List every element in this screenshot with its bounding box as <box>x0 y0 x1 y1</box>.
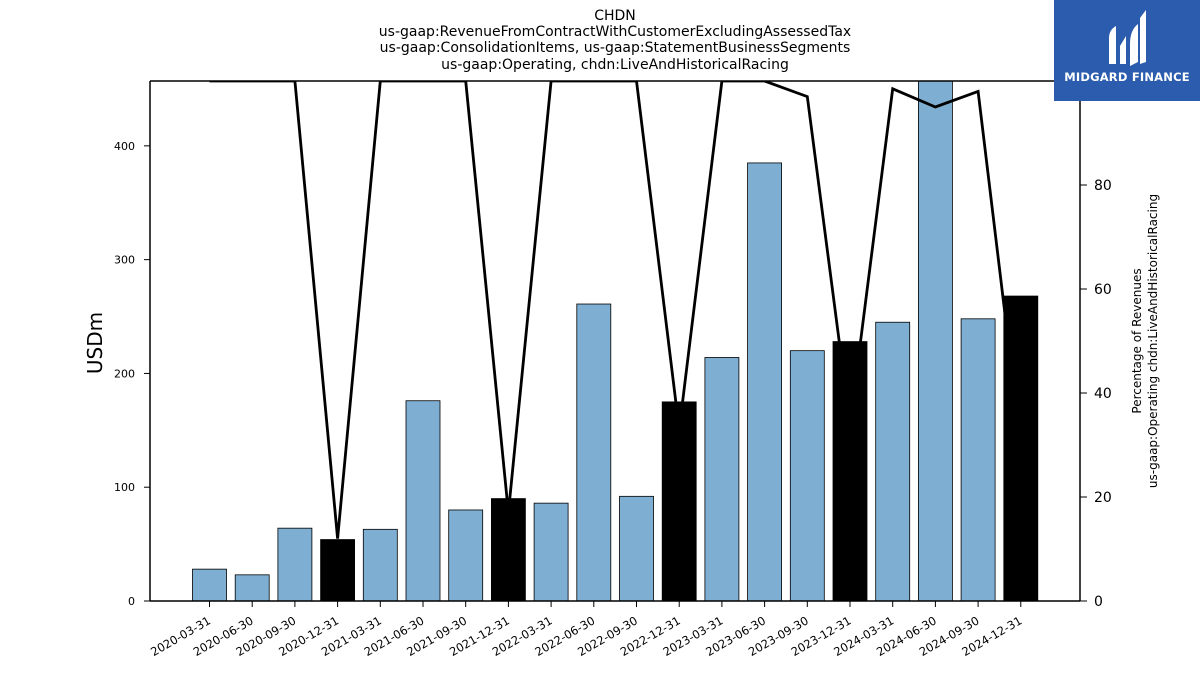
bar-2020-12-31 <box>320 539 356 601</box>
title-line-1: CHDN <box>594 8 636 24</box>
bar-2024-09-30 <box>960 318 996 601</box>
bar-2021-09-30 <box>448 509 484 601</box>
y-tick-label-100: 100 <box>114 481 135 494</box>
bar-2023-12-31 <box>832 341 868 601</box>
y-tick-label-200: 200 <box>114 367 135 380</box>
bar-2021-12-31 <box>490 498 526 601</box>
bar-2020-06-30 <box>234 574 270 601</box>
title-line-2: us-gaap:RevenueFromContractWithCustomerE… <box>378 24 852 40</box>
bar-2023-03-31 <box>704 357 740 601</box>
bar-2022-06-30 <box>576 303 612 601</box>
y2-tick-label-60: 60 <box>1094 282 1112 298</box>
y2-tick-label-0: 0 <box>1094 594 1103 610</box>
logo-mark-icon <box>1109 10 1146 66</box>
title-line-3: us-gaap:ConsolidationItems, us-gaap:Stat… <box>379 40 851 56</box>
bar-2023-09-30 <box>789 350 825 601</box>
bar-2021-03-31 <box>362 528 398 601</box>
y-tick-label-0: 0 <box>128 595 135 608</box>
bar-2021-06-30 <box>405 400 441 601</box>
y2-axis-label-line-2: us-gaap:Operating chdn:LiveAndHistorical… <box>1146 194 1160 488</box>
y2-tick-label-20: 20 <box>1094 490 1112 506</box>
percentage-line <box>209 81 1023 539</box>
y2-tick-label-80: 80 <box>1094 178 1112 194</box>
bar-2022-12-31 <box>661 401 697 601</box>
y2-axis-label-line-1: Percentage of Revenues <box>1130 268 1144 413</box>
bar-2022-03-31 <box>533 502 569 601</box>
midgard-finance-logo: MIDGARD FINANCE <box>1054 0 1200 101</box>
y-tick-label-400: 400 <box>114 140 135 153</box>
bar-2023-06-30 <box>747 162 782 601</box>
bar-2024-06-30 <box>918 81 953 601</box>
bar-2020-09-30 <box>277 527 313 601</box>
title-line-4: us-gaap:Operating, chdn:LiveAndHistorica… <box>441 57 789 73</box>
bar-2022-09-30 <box>619 495 654 601</box>
y-axis-label: USDm <box>83 312 107 374</box>
logo-text: MIDGARD FINANCE <box>1064 70 1190 84</box>
y2-tick-label-40: 40 <box>1094 386 1112 402</box>
bar-2020-03-31 <box>192 568 227 601</box>
y-tick-label-300: 300 <box>114 254 135 267</box>
bar-2024-03-31 <box>875 321 911 601</box>
